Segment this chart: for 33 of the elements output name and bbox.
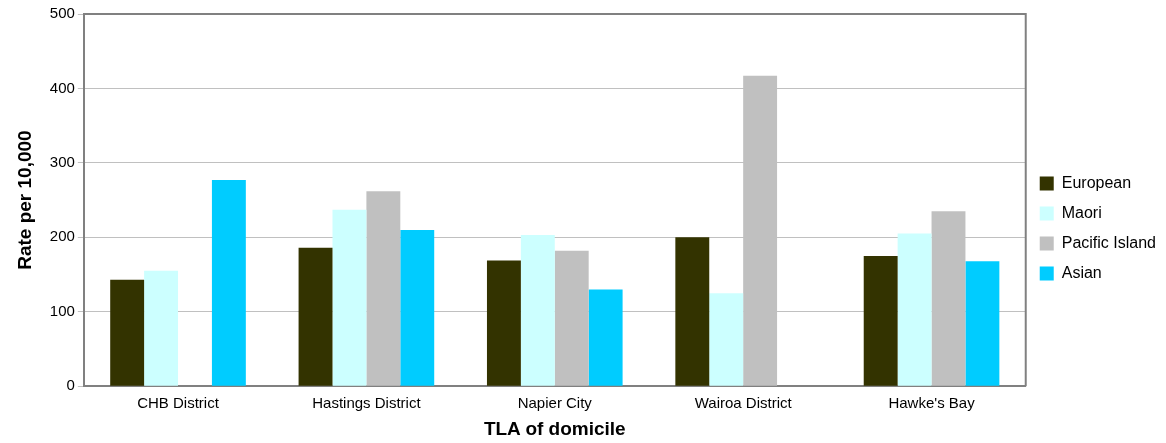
bar: [211, 180, 246, 386]
legend-label: Maori: [1061, 203, 1102, 221]
y-tick-label: 200: [49, 227, 75, 245]
legend-label: Asian: [1061, 263, 1102, 281]
y-tick-label: 500: [49, 4, 75, 22]
bar: [144, 270, 179, 386]
y-tick-label: 100: [49, 301, 75, 319]
x-tick-label: Hawke's Bay: [888, 394, 976, 412]
x-tick-label: Hastings District: [312, 394, 422, 412]
bar: [366, 191, 401, 386]
bar: [298, 247, 333, 386]
y-tick-label: 300: [49, 153, 75, 171]
bar: [897, 233, 932, 386]
y-axis-title: Rate per 10,000: [13, 130, 35, 270]
x-tick-label: Napier City: [517, 394, 593, 412]
bar: [520, 235, 555, 386]
bar: [588, 289, 623, 386]
x-tick-label: CHB District: [137, 394, 220, 412]
bar: [675, 237, 710, 386]
legend-label: European: [1061, 173, 1132, 191]
x-tick-label: Wairoa District: [694, 394, 793, 412]
legend-label: Pacific Island: [1061, 233, 1156, 251]
bar: [863, 255, 898, 386]
bar: [709, 293, 744, 386]
y-tick-label: 400: [49, 78, 75, 96]
y-tick-label: 0: [66, 376, 75, 394]
bar: [332, 209, 367, 386]
bar: [110, 279, 145, 386]
bar: [400, 229, 435, 386]
bar: [554, 250, 589, 386]
bar: [965, 261, 1000, 386]
x-axis-title: TLA of domicile: [483, 417, 626, 439]
bar: [486, 260, 521, 386]
